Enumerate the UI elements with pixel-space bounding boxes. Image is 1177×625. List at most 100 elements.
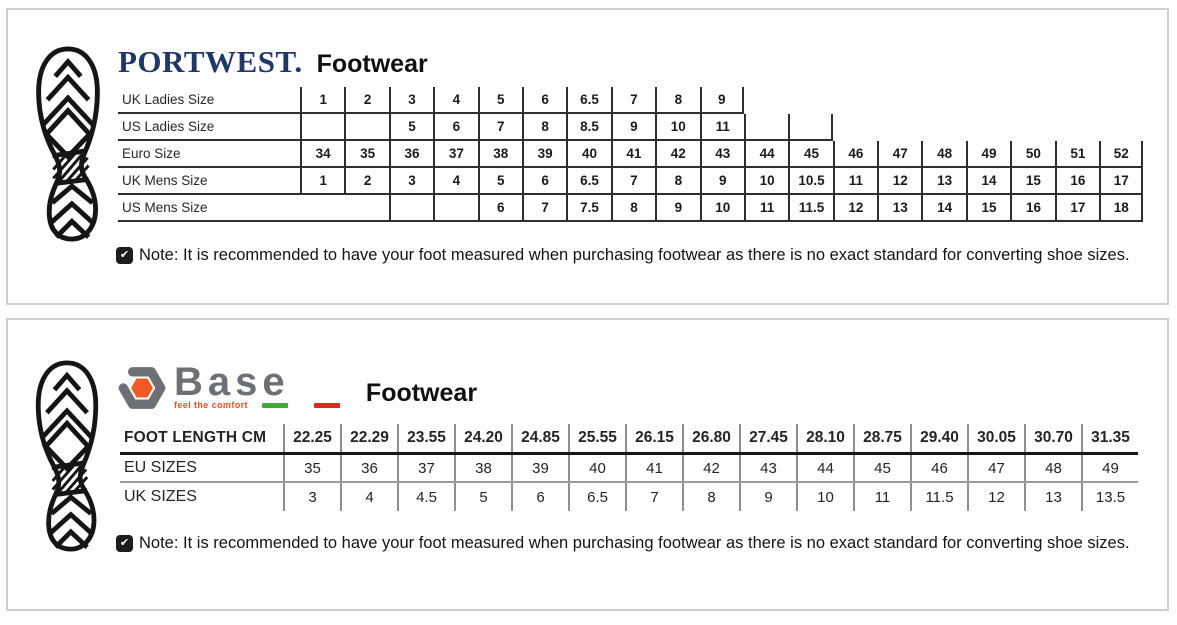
- table-cell: 4: [433, 168, 478, 195]
- base-size-table: FOOT LENGTH CM 22.25 22.29 23.55 24.20 24.85 2…: [120, 424, 1138, 511]
- table-cell: 45: [853, 455, 910, 481]
- table-row: UK Ladies Size 1 2 3 4 5 6 6.5 7 8 9: [118, 87, 744, 114]
- table-cell: 5: [454, 483, 511, 511]
- table-cell: 26.15: [625, 424, 682, 452]
- table-cell: 18: [1099, 195, 1144, 222]
- table-cell: 39: [521, 141, 567, 168]
- note-text: Note: It is recommended to have your foo…: [139, 246, 1130, 264]
- table-cell: 12: [967, 483, 1024, 511]
- table-cell: 28.75: [853, 424, 910, 452]
- table-cell: 40: [568, 455, 625, 481]
- table-cell: 8: [521, 114, 567, 141]
- table-cell: 39: [511, 455, 568, 481]
- table-cell: 11: [853, 483, 910, 511]
- table-cell: 22.29: [340, 424, 397, 452]
- table-cell: [743, 114, 789, 141]
- table-cell: 6: [433, 114, 478, 141]
- table-row: EU SIZES 35 36 37 38 39 40 41 42 43 44 45 46 47 48 49: [120, 455, 1138, 483]
- portwest-size-table: UK Ladies Size 1 2 3 4 5 6 6.5 7 8 9 US Ladies Size…: [118, 87, 1144, 222]
- table-cell: 6: [521, 168, 567, 195]
- table-row: UK SIZES 3 4 4.5 5 6 6.5 7 8 9 10 11 11.5 12 13 13.5: [120, 483, 1138, 511]
- table-cell: 11.5: [910, 483, 967, 511]
- note: ✔ Note: It is recommended to have your f…: [116, 246, 1130, 265]
- table-row: UK Mens Size 1 2 3 4 5 6 6.5 7 8 9 10 10.5 11 12 13 14 15…: [118, 168, 1144, 195]
- table-cell: 5: [477, 168, 522, 195]
- table-cell: 47: [967, 455, 1024, 481]
- table-cell: 26.80: [682, 424, 739, 452]
- table-cell: 4.5: [397, 483, 454, 511]
- row-label: US Ladies Size: [118, 114, 300, 141]
- table-cell: 8.5: [566, 114, 611, 141]
- table-cell: 10: [655, 114, 700, 141]
- row-label: EU SIZES: [124, 459, 197, 476]
- table-cell: 8: [655, 168, 700, 195]
- table-cell: 10: [699, 195, 744, 222]
- table-cell: 1: [300, 87, 345, 114]
- table-cell: 5: [388, 114, 434, 141]
- base-tagline: feel the comfort: [174, 400, 248, 410]
- table-cell: 8: [610, 195, 656, 222]
- table-cell: 9: [655, 195, 700, 222]
- table-cell: 6: [511, 483, 568, 511]
- table-cell: 52: [1099, 141, 1144, 168]
- table-cell: 49: [1081, 455, 1138, 481]
- table-cell: 30.70: [1024, 424, 1081, 452]
- table-cell: 5: [477, 87, 522, 114]
- table-cell: [300, 114, 345, 141]
- table-cell: 40: [566, 141, 611, 168]
- row-label: US Mens Size: [118, 195, 389, 222]
- table-cell: 2: [344, 87, 389, 114]
- note-check-icon: ✔: [116, 535, 133, 552]
- table-cell: [433, 195, 478, 222]
- table-cell: 4: [340, 483, 397, 511]
- table-cell: 42: [682, 455, 739, 481]
- base-logo: Base feel the comfort Footwear: [116, 360, 477, 412]
- table-row: Euro Size 34 35 36 37 38 39 40 41 42 43 44 45 46 47 48 4…: [118, 141, 1144, 168]
- table-cell: 50: [1010, 141, 1055, 168]
- table-cell: 3: [388, 87, 434, 114]
- table-cell: 4: [433, 87, 478, 114]
- table-cell: 9: [610, 114, 656, 141]
- table-cell: 46: [832, 141, 878, 168]
- table-cell: 25.55: [568, 424, 625, 452]
- base-brand-text: Base: [174, 360, 290, 404]
- table-cell: 22.25: [283, 424, 340, 452]
- table-cell: [344, 114, 389, 141]
- table-cell: 11: [743, 195, 789, 222]
- note-check-icon: ✔: [116, 247, 133, 264]
- table-cell: 44: [743, 141, 789, 168]
- table-cell: 29.40: [910, 424, 967, 452]
- row-label: Euro Size: [118, 141, 300, 168]
- table-cell: 16: [1054, 168, 1100, 195]
- table-cell: 38: [454, 455, 511, 481]
- table-cell: [388, 195, 434, 222]
- table-cell: 15: [965, 195, 1011, 222]
- table-cell: 7.5: [566, 195, 611, 222]
- table-cell: 24.20: [454, 424, 511, 452]
- table-cell: 30.05: [967, 424, 1024, 452]
- table-row: US Ladies Size 5 6 7 8 8.5 9 10 11: [118, 114, 833, 141]
- table-cell: 6.5: [566, 168, 611, 195]
- boot-sole-icon: [28, 360, 106, 552]
- table-cell: 9: [739, 483, 796, 511]
- table-cell: [788, 114, 833, 141]
- table-cell: 48: [1024, 455, 1081, 481]
- table-cell: 3: [283, 483, 340, 511]
- table-cell: 14: [921, 195, 966, 222]
- table-cell: 11.5: [788, 195, 833, 222]
- table-cell: 13: [877, 195, 922, 222]
- table-cell: 38: [477, 141, 522, 168]
- table-cell: 7: [521, 195, 567, 222]
- table-cell: 48: [921, 141, 966, 168]
- table-cell: 43: [699, 141, 744, 168]
- table-cell: 10: [796, 483, 853, 511]
- table-cell: 10.5: [788, 168, 833, 195]
- base-tagline-row: feel the comfort: [174, 400, 340, 410]
- table-cell: 17: [1099, 168, 1144, 195]
- table-row: US Mens Size 6 7 7.5 8 9 10 11 11.5 12 13 14 15 16 17 1…: [118, 195, 1144, 222]
- row-label: UK Mens Size: [118, 168, 300, 195]
- table-cell: 11: [832, 168, 878, 195]
- table-cell: 45: [788, 141, 833, 168]
- table-cell: 36: [388, 141, 434, 168]
- row-label: UK SIZES: [124, 488, 197, 505]
